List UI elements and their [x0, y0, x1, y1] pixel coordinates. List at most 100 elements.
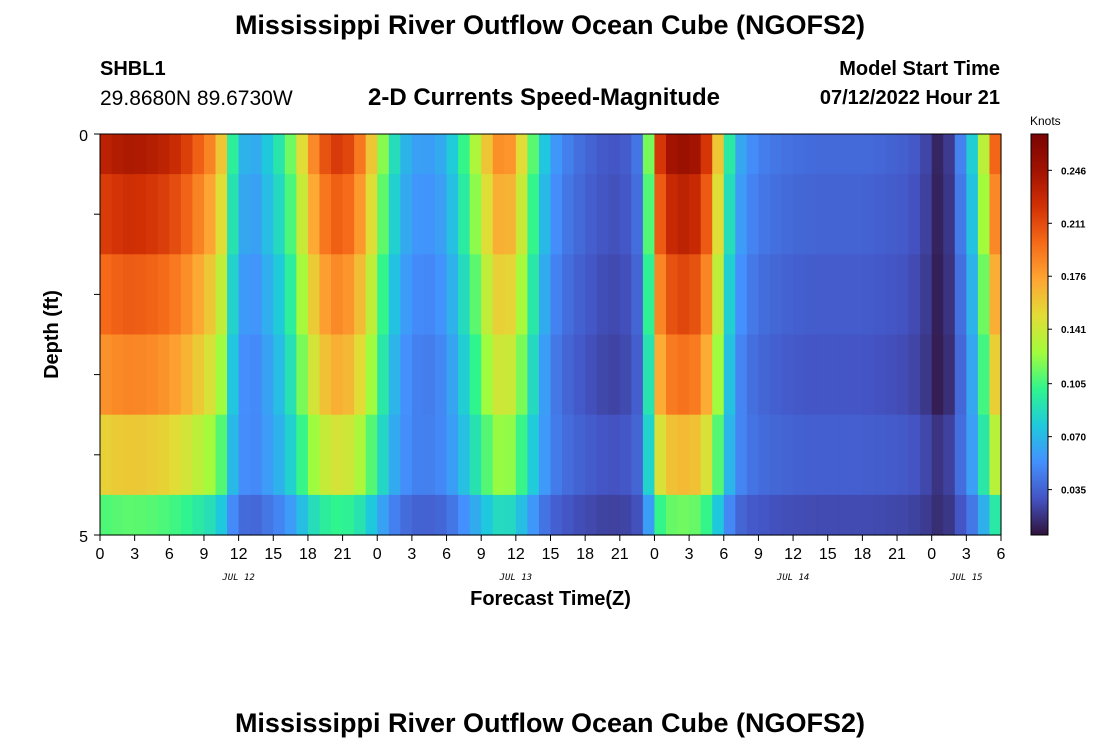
- heatmap-cell: [666, 334, 679, 416]
- heatmap-cell: [492, 134, 505, 175]
- heatmap-cell: [365, 254, 378, 336]
- heatmap-cell: [515, 174, 528, 255]
- heatmap-cell: [250, 174, 263, 255]
- heatmap-cell: [619, 414, 632, 496]
- heatmap-cell: [769, 414, 783, 496]
- heatmap-cell: [666, 414, 679, 496]
- heatmap-cell: [134, 334, 147, 416]
- heatmap-cell: [793, 174, 806, 255]
- heatmap-cell: [273, 414, 286, 496]
- heatmap-cell: [897, 254, 910, 336]
- heatmap-cell: [354, 334, 367, 416]
- heatmap-cell: [977, 334, 991, 416]
- heatmap-cell: [689, 414, 702, 496]
- heatmap-cell: [608, 174, 621, 255]
- heatmap-cell: [642, 254, 656, 336]
- heatmap-cell: [411, 414, 425, 496]
- heatmap-cell: [192, 334, 205, 416]
- heatmap-cell: [596, 134, 609, 175]
- heatmap-cell: [354, 494, 367, 536]
- heatmap-cell: [469, 254, 482, 336]
- heatmap-cell: [816, 334, 829, 416]
- heatmap-cell: [504, 254, 517, 336]
- heatmap-cell: [908, 494, 921, 536]
- heatmap-cell: [804, 254, 817, 336]
- heatmap-cell: [319, 334, 332, 416]
- heatmap-cell: [989, 174, 1002, 255]
- heatmap-cell: [954, 494, 967, 536]
- heatmap-cell: [654, 254, 667, 336]
- x-tick-label: 0: [927, 546, 936, 563]
- heatmap-cell: [573, 334, 586, 416]
- heatmap-cell: [180, 334, 194, 416]
- heatmap-cell: [284, 254, 297, 336]
- x-tick-label: 9: [200, 546, 209, 563]
- heatmap-cell: [434, 494, 448, 536]
- heatmap-cell: [977, 134, 991, 175]
- heatmap-cell: [123, 174, 136, 255]
- heatmap-cell: [596, 334, 609, 416]
- heatmap-cell: [723, 494, 736, 536]
- heatmap-cell: [746, 334, 760, 416]
- heatmap-cell: [850, 494, 863, 536]
- heatmap-cell: [192, 174, 205, 255]
- heatmap-cell: [596, 414, 609, 496]
- heatmap-cell: [781, 134, 794, 175]
- heatmap-cell: [250, 494, 263, 536]
- heatmap-cell: [793, 134, 806, 175]
- heatmap-cell: [250, 254, 263, 336]
- heatmap-cell: [804, 134, 817, 175]
- heatmap-cell: [908, 414, 921, 496]
- heatmap-cell: [885, 414, 898, 496]
- heatmap-cell: [377, 254, 390, 336]
- heatmap-cell: [850, 134, 863, 175]
- heatmap-cell: [931, 174, 944, 255]
- heatmap-cell: [550, 254, 563, 336]
- heatmap-cell: [839, 334, 852, 416]
- heatmap-cell: [816, 134, 829, 175]
- y-axis: 05: [79, 128, 100, 546]
- heatmap-cell: [123, 254, 136, 336]
- heatmap-cell: [689, 254, 702, 336]
- heatmap-cell: [608, 254, 621, 336]
- heatmap-cell: [827, 494, 840, 536]
- heatmap-cell: [712, 414, 725, 496]
- heatmap-cell: [331, 414, 344, 496]
- heatmap-cell: [735, 414, 748, 496]
- heatmap-cell: [377, 414, 390, 496]
- heatmap-cell: [331, 334, 344, 416]
- heatmap-cell: [654, 414, 667, 496]
- heatmap-cell: [758, 334, 771, 416]
- heatmap-cell: [423, 254, 436, 336]
- heatmap-cell: [723, 334, 736, 416]
- heatmap-cell: [839, 134, 852, 175]
- model-start-value: 07/12/2022 Hour 21: [819, 87, 1000, 109]
- heatmap-cell: [273, 254, 286, 336]
- colorbar-tick-label: 0.035: [1061, 486, 1086, 497]
- heatmap-cell: [504, 334, 517, 416]
- heatmap-cell: [492, 254, 505, 336]
- heatmap-cell: [931, 254, 944, 336]
- heatmap-cell: [920, 414, 933, 496]
- heatmap-cell: [735, 254, 748, 336]
- heatmap-cell: [400, 254, 413, 336]
- date-label: JUL 15: [949, 573, 983, 583]
- heatmap-cell: [735, 494, 748, 536]
- heatmap-cell: [261, 334, 274, 416]
- heatmap-cell: [169, 414, 182, 496]
- heatmap-cell: [458, 414, 471, 496]
- heatmap-cell: [388, 494, 401, 536]
- heatmap-cell: [342, 334, 355, 416]
- heatmap-cell: [180, 414, 194, 496]
- heatmap-cell: [712, 134, 725, 175]
- x-tick-label: 15: [264, 546, 282, 563]
- heatmap-cell: [550, 134, 563, 175]
- heatmap-cell: [377, 334, 390, 416]
- heatmap-cell: [689, 134, 702, 175]
- heatmap-cell: [920, 134, 933, 175]
- heatmap-cell: [920, 174, 933, 255]
- heatmap-cell: [873, 494, 887, 536]
- heatmap-cell: [538, 254, 552, 336]
- heatmap-cell: [954, 134, 967, 175]
- heatmap-cell: [192, 254, 205, 336]
